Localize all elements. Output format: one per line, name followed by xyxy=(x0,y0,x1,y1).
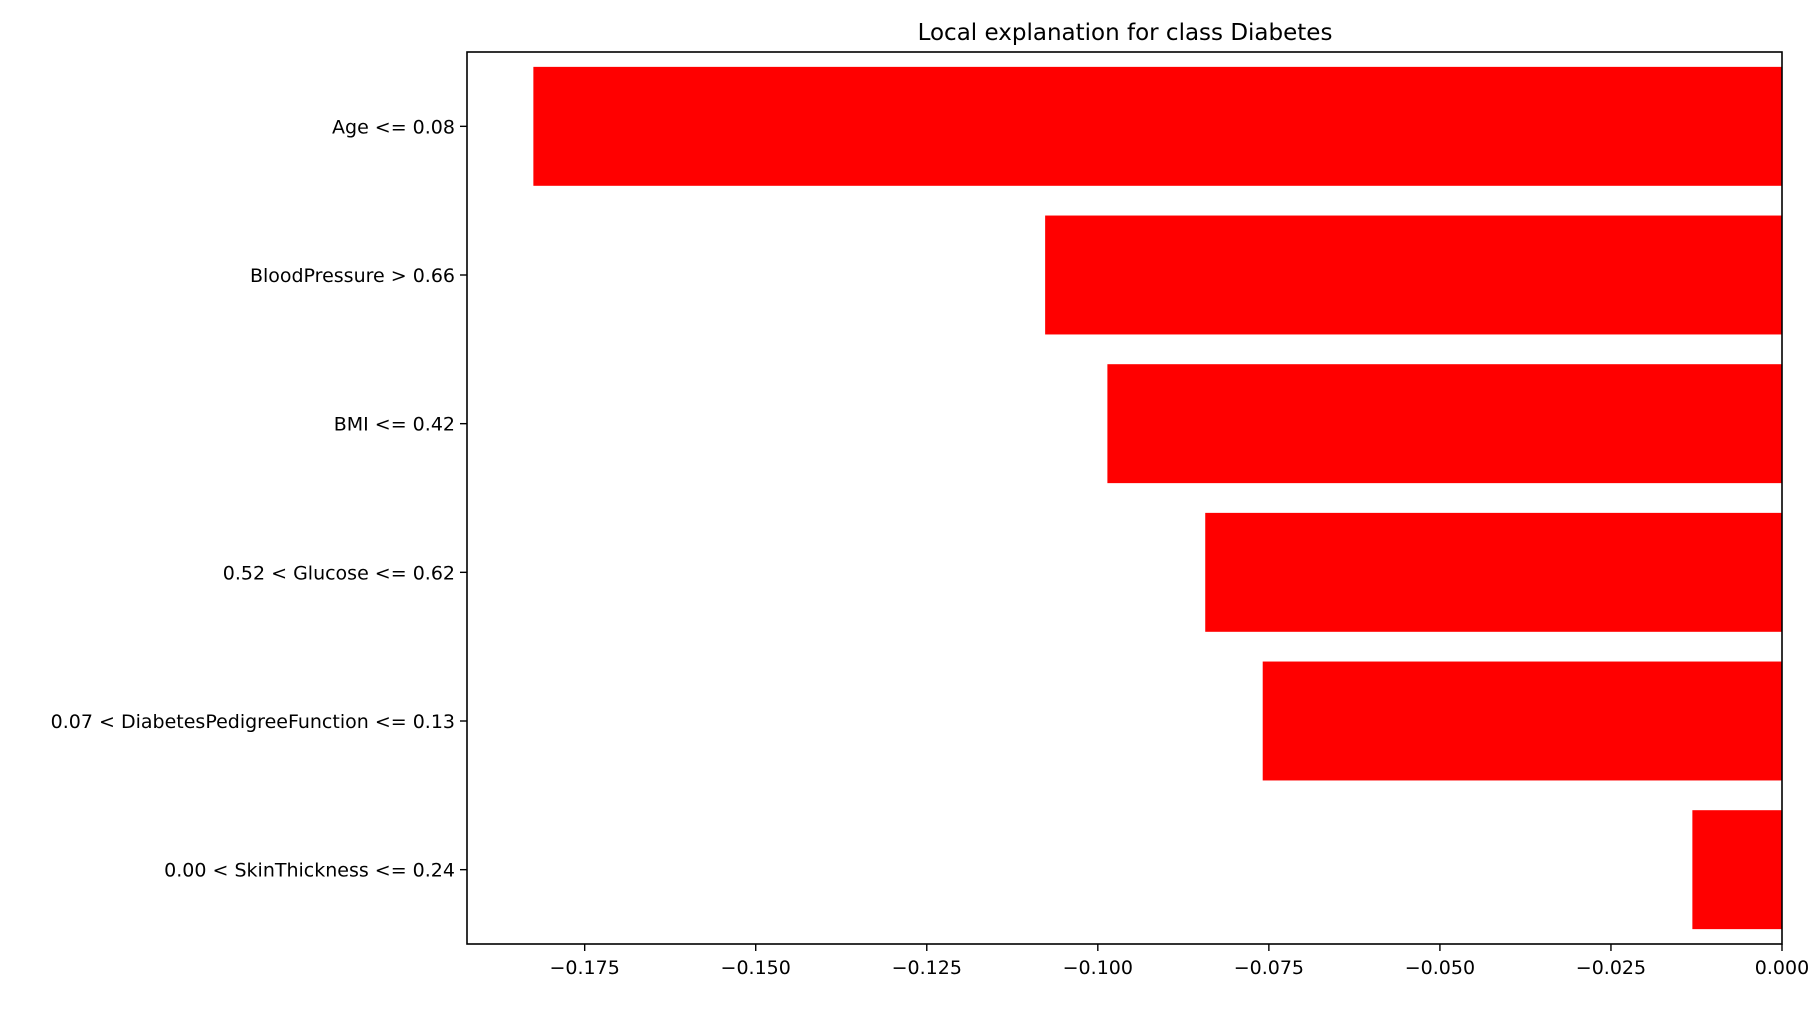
bar-2 xyxy=(1107,364,1782,484)
y-tick-label: 0.00 < SkinThickness <= 0.24 xyxy=(164,860,455,882)
bar-5 xyxy=(1692,810,1782,930)
x-tick-label: −0.075 xyxy=(1234,957,1304,979)
chart-title: Local explanation for class Diabetes xyxy=(918,20,1333,46)
bar-0 xyxy=(533,66,1783,186)
bar-3 xyxy=(1205,512,1782,632)
x-tick-label: −0.125 xyxy=(892,957,962,979)
x-tick-label: −0.100 xyxy=(1063,957,1133,979)
y-tick-label: BloodPressure > 0.66 xyxy=(250,265,455,287)
x-tick-label: −0.025 xyxy=(1576,957,1646,979)
x-tick-label: −0.150 xyxy=(721,957,791,979)
y-tick-label: Age <= 0.08 xyxy=(332,116,455,138)
x-tick-label: −0.175 xyxy=(550,957,620,979)
bar-1 xyxy=(1045,215,1782,335)
x-tick-label: −0.050 xyxy=(1405,957,1475,979)
y-axis-ticks: Age <= 0.08 BloodPressure > 0.66 BMI <= 0.… xyxy=(51,116,467,882)
x-tick-label: 0.000 xyxy=(1755,957,1809,979)
bars-group xyxy=(533,66,1783,930)
x-axis-ticks: −0.175 −0.150 −0.125 −0.100 −0.075 −0.050 −0.0… xyxy=(550,944,1809,979)
plot-frame xyxy=(466,51,1783,945)
y-tick-label: 0.52 < Glucose <= 0.62 xyxy=(223,562,455,584)
y-tick-label: BMI <= 0.42 xyxy=(334,414,455,436)
bar-4 xyxy=(1262,661,1782,781)
y-tick-label: 0.07 < DiabetesPedigreeFunction <= 0.13 xyxy=(51,711,455,733)
